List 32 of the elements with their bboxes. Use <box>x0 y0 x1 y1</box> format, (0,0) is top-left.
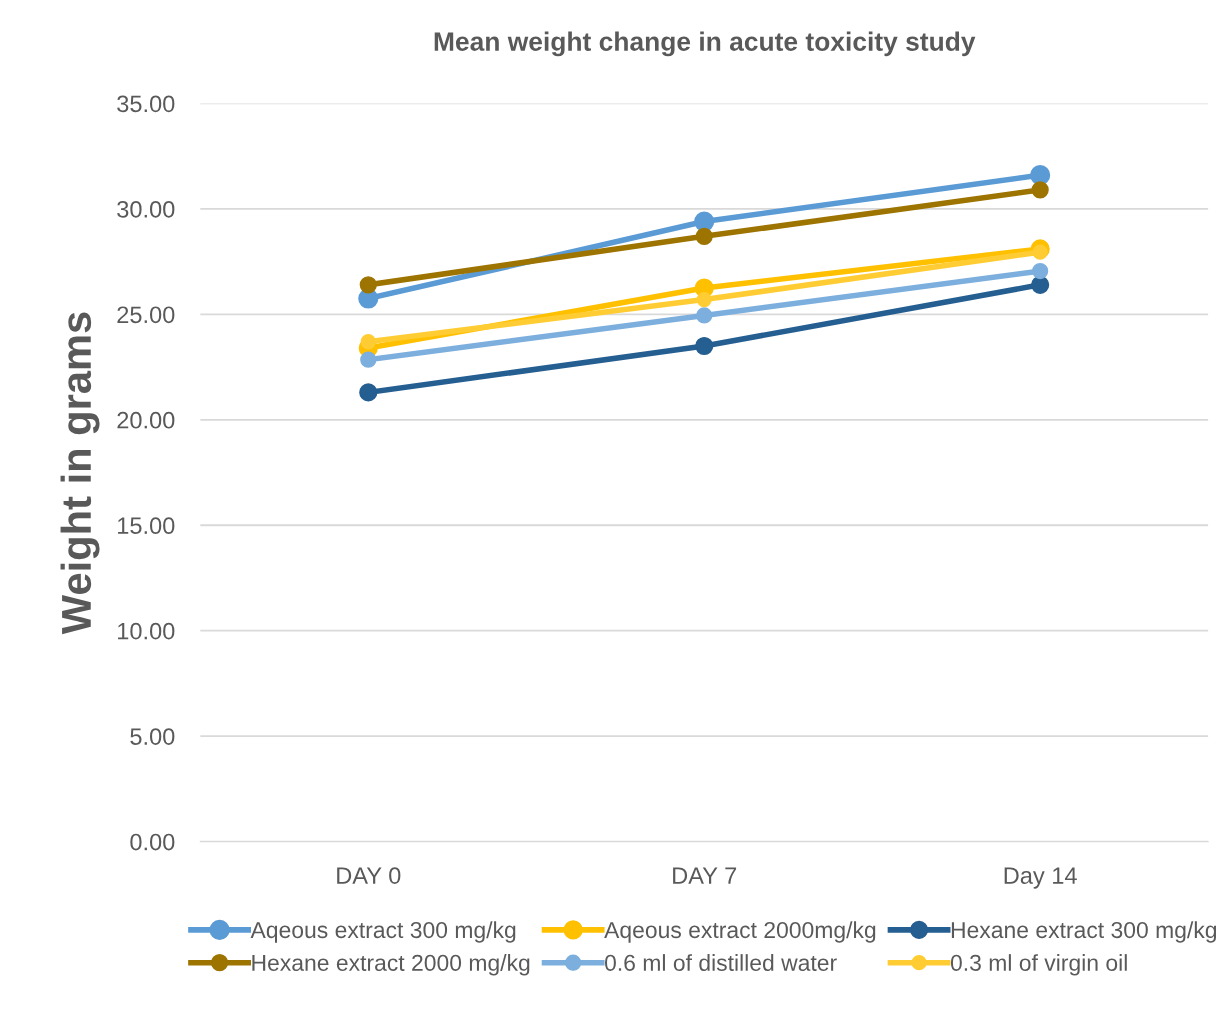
y-tick-label: 25.00 <box>117 306 175 324</box>
point <box>359 276 377 294</box>
x-tick-label: DAY 7 <box>673 867 737 884</box>
point <box>360 351 377 368</box>
legend-label: 0.3 ml of virgin oil <box>950 954 1127 976</box>
legend-label: Hexane extract 300 mg/kg <box>951 921 1217 943</box>
point <box>360 334 376 350</box>
point <box>696 291 712 308</box>
point <box>695 227 713 245</box>
y-tick-label: 5.00 <box>130 728 175 745</box>
legend-label: 0.6 ml of distilled water <box>604 954 837 971</box>
y-tick-label: 35.00 <box>117 95 175 113</box>
point <box>1031 275 1050 294</box>
y-axis-title: Weight in grams <box>60 312 100 635</box>
legend-label: Hexane extract 2000 mg/kg <box>252 954 530 976</box>
y-tick-label: 30.00 <box>117 200 175 218</box>
y-tick-label: 10.00 <box>118 622 175 640</box>
point <box>1030 165 1051 186</box>
point <box>696 307 713 324</box>
y-tick-label: 15.00 <box>118 517 175 535</box>
y-tick-label: 20.00 <box>117 411 175 429</box>
point <box>695 336 714 356</box>
point <box>1032 244 1048 260</box>
legend-label: Aqeous extract 2000mg/kg <box>604 921 876 943</box>
point <box>1031 181 1049 199</box>
point <box>1032 262 1049 280</box>
chart-title: Mean weight change in acute toxicity study <box>434 31 976 57</box>
point <box>359 383 378 402</box>
x-tick-label: Day 14 <box>1004 867 1077 889</box>
y-tick-label: 0.00 <box>130 833 175 851</box>
legend-label: Aqeous extract 300 mg/kg <box>250 921 516 943</box>
x-tick-label: DAY 0 <box>337 867 401 884</box>
